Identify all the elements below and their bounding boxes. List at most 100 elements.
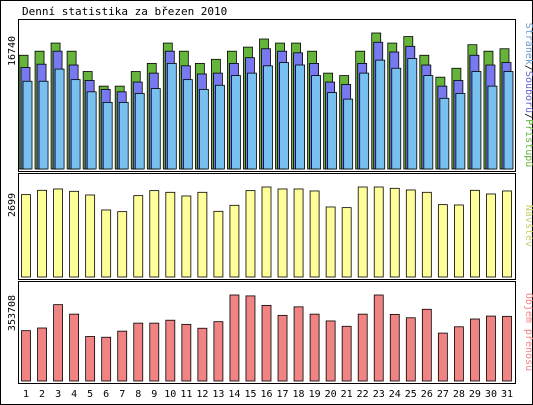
bar-visits-návštěv-18 [293,188,304,278]
bar-kbytes-objem-přenosu-20 [325,320,336,382]
bar-kbytes-objem-přenosu-7 [117,330,128,382]
bar-hits-stránek-26 [423,75,434,170]
bar-visits-návštěv-14 [229,204,240,278]
bar-hits-stránek-9 [150,88,161,170]
series-label-hits: Stránek/Souborů/Přístupů [523,23,533,168]
series-label-návštěv: Návštěv [523,205,533,247]
x-tick-label-25: 25 [405,389,417,400]
bar-hits-stránek-20 [327,92,338,170]
bar-kbytes-objem-přenosu-31 [502,315,512,382]
bar-hits-stránek-22 [359,72,370,170]
bar-kbytes-objem-přenosu-1 [21,330,31,382]
chart-title: Denní statistika za březen 2010 [22,5,227,18]
bar-visits-návštěv-31 [502,190,512,278]
bar-kbytes-objem-přenosu-16 [261,304,272,382]
bar-visits-návštěv-9 [149,190,160,278]
bar-kbytes-objem-přenosu-21 [341,325,352,382]
x-tick-label-29: 29 [469,389,481,400]
bar-visits-návštěv-16 [261,186,272,278]
bar-visits-návštěv-4 [69,190,80,278]
bar-kbytes-objem-přenosu-5 [85,336,96,382]
x-tick-label-13: 13 [212,389,224,400]
bar-hits-stránek-25 [407,58,418,170]
bar-kbytes-objem-přenosu-13 [213,321,224,382]
bar-hits-stránek-13 [215,84,225,170]
bar-visits-návštěv-10 [165,191,176,278]
x-tick-label-21: 21 [341,389,353,400]
bar-hits-stránek-11 [182,79,193,170]
bar-kbytes-objem-přenosu-17 [277,314,288,382]
bar-hits-stránek-24 [391,67,402,170]
x-tick-label-8: 8 [135,389,141,400]
bar-visits-návštěv-21 [341,207,352,278]
x-tick-label-2: 2 [39,389,45,400]
bar-visits-návštěv-25 [405,189,416,278]
bar-kbytes-objem-přenosu-3 [53,304,63,382]
x-tick-label-15: 15 [244,389,256,400]
x-tick-label-28: 28 [453,389,465,400]
x-tick-label-26: 26 [421,389,433,400]
bar-visits-návštěv-29 [470,189,480,278]
x-tick-label-27: 27 [437,389,449,400]
x-tick-label-18: 18 [293,389,305,400]
bar-visits-návštěv-6 [101,209,112,278]
bar-visits-návštěv-17 [277,188,288,278]
bar-hits-stránek-12 [198,88,209,170]
bar-visits-návštěv-1 [21,194,31,278]
x-tick-label-5: 5 [87,389,93,400]
bar-hits-stránek-29 [471,71,482,170]
bar-kbytes-objem-přenosu-11 [181,323,192,382]
x-tick-label-23: 23 [373,389,385,400]
x-tick-label-9: 9 [151,389,157,400]
x-axis: 1 2 3 4 5 6 7 8 9 10 11 12 13 14 15 16 17 18 19 20 21 22 23 24 2… [23,389,513,400]
bar-kbytes-objem-přenosu-15 [245,295,256,382]
series-label-souborů: Souborů [523,71,533,113]
bar-visits-návštěv-22 [357,186,368,278]
x-tick-label-24: 24 [389,389,401,400]
bar-visits-návštěv-19 [309,190,320,278]
bar-kbytes-objem-přenosu-4 [69,313,80,382]
bar-visits-návštěv-28 [453,204,464,278]
ymax-label-hits: 16740 [7,36,18,66]
x-tick-label-12: 12 [196,389,208,400]
bar-kbytes-objem-přenosu-23 [373,294,384,382]
bar-kbytes-objem-přenosu-8 [133,322,144,382]
series-label-separator: / [523,65,533,71]
bar-hits-stránek-19 [311,75,321,170]
x-tick-label-3: 3 [55,389,61,400]
x-tick-label-14: 14 [228,389,240,400]
bar-visits-návštěv-30 [486,193,496,278]
bar-visits-návštěv-3 [53,188,63,278]
x-tick-label-7: 7 [119,389,125,400]
series-label-visits: Návštěv [523,205,533,247]
bar-kbytes-objem-přenosu-26 [421,308,432,382]
bar-hits-stránek-2 [38,80,49,170]
x-tick-label-11: 11 [180,389,192,400]
bar-kbytes-objem-přenosu-30 [486,315,496,382]
series-label-stránek: Stránek [523,23,533,65]
series-label-kbytes: Objem přenosu [523,293,533,371]
bar-visits-návštěv-24 [389,187,400,278]
bar-hits-stránek-23 [375,59,386,170]
bar-visits-návštěv-26 [421,191,432,278]
bar-hits-stránek-30 [487,85,498,170]
bar-kbytes-objem-přenosu-10 [165,319,176,382]
bar-kbytes-objem-přenosu-27 [437,332,448,382]
bar-hits-stránek-17 [279,62,289,170]
bar-hits-stránek-7 [118,101,129,170]
bar-kbytes-objem-přenosu-29 [470,318,480,382]
bar-hits-stránek-1 [22,80,33,170]
ymax-label-kbytes: 353708 [7,295,18,331]
bar-kbytes-objem-přenosu-18 [293,306,304,382]
bar-hits-stránek-6 [102,101,113,170]
bar-kbytes-objem-přenosu-24 [389,313,400,382]
x-tick-label-30: 30 [485,389,497,400]
bar-hits-stránek-5 [86,91,97,170]
bar-visits-návštěv-12 [197,191,208,278]
bar-hits-stránek-27 [439,97,450,170]
bar-visits-návštěv-7 [117,211,128,278]
bar-kbytes-objem-přenosu-25 [405,317,416,382]
bar-visits-návštěv-11 [181,195,192,278]
